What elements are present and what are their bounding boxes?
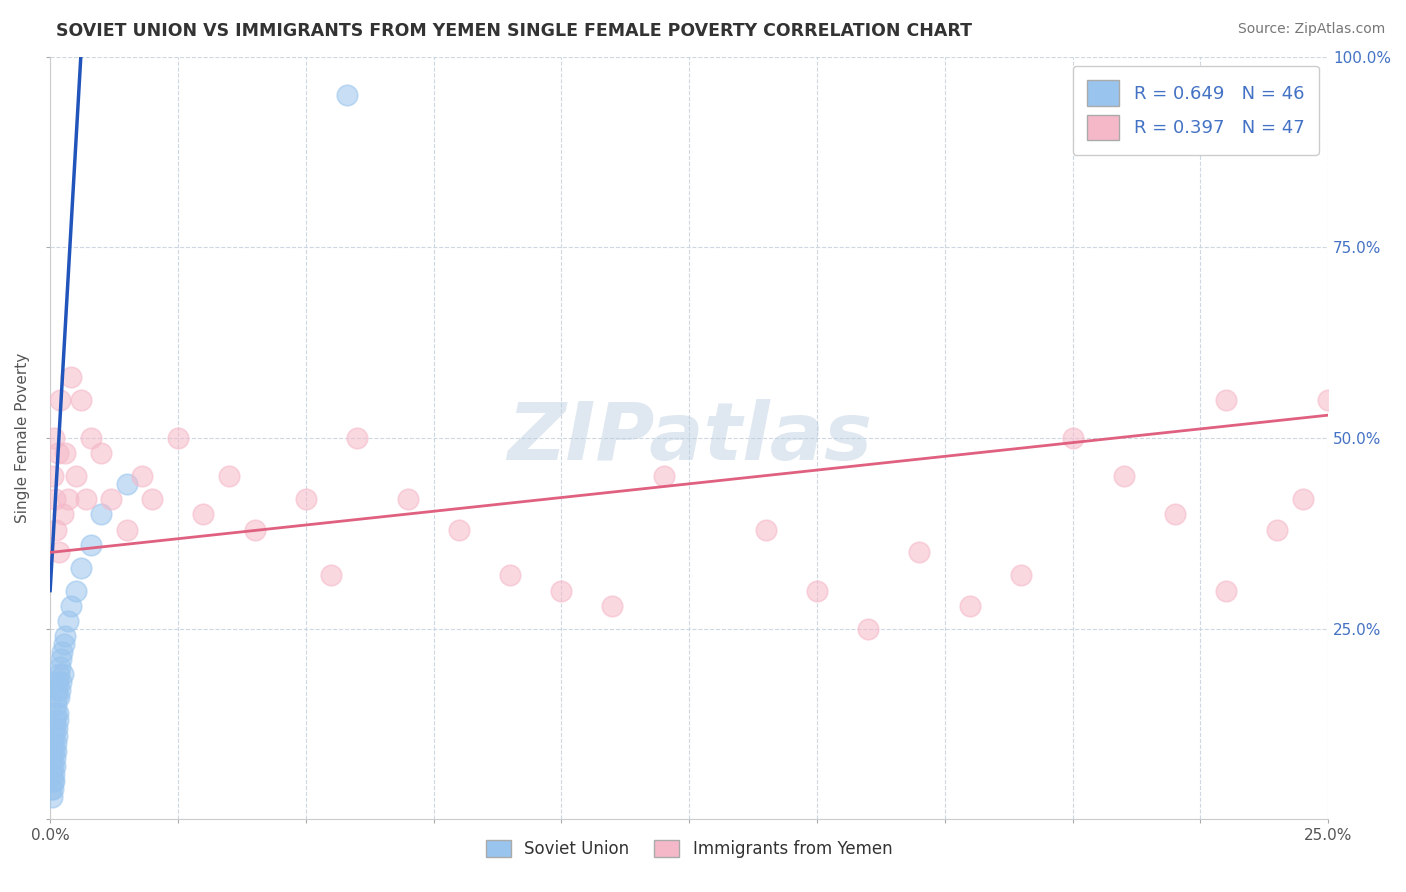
Point (44, 491, 66, 506)
Point (59, 370, 82, 384)
Point (243, 523, 266, 537)
Point (42, 744, 65, 758)
Point (49, 392, 72, 407)
Point (45, 744, 67, 758)
Point (39, 781, 62, 796)
Point (44, 751, 66, 765)
Text: Source: ZipAtlas.com: Source: ZipAtlas.com (1237, 22, 1385, 37)
Point (449, 523, 471, 537)
Point (44, 431, 66, 445)
Point (44, 721, 66, 735)
Text: SOVIET UNION VS IMMIGRANTS FROM YEMEN SINGLE FEMALE POVERTY CORRELATION CHART: SOVIET UNION VS IMMIGRANTS FROM YEMEN SI… (56, 22, 972, 40)
Point (69, 392, 91, 407)
Point (65, 583, 87, 598)
Point (69, 560, 91, 574)
Point (46, 713, 69, 727)
Point (652, 469, 675, 483)
Point (45, 736, 67, 750)
Point (51, 675, 73, 690)
Point (49, 682, 72, 697)
Point (396, 491, 419, 506)
Point (321, 568, 343, 582)
Point (602, 599, 624, 613)
Point (193, 508, 215, 522)
Point (1062, 431, 1084, 445)
Point (90, 446, 112, 460)
Point (42, 759, 65, 773)
Point (46, 675, 69, 690)
Point (65, 469, 87, 483)
Point (167, 431, 190, 445)
Point (46, 446, 69, 460)
Point (90, 508, 112, 522)
Point (100, 491, 122, 506)
Point (1112, 469, 1135, 483)
Point (41, 774, 63, 789)
Point (1164, 508, 1187, 522)
Point (56, 491, 79, 506)
Point (41, 736, 63, 750)
Point (55, 446, 77, 460)
Point (1317, 392, 1340, 407)
Point (41, 469, 63, 483)
Point (1291, 491, 1313, 506)
Point (42, 766, 65, 780)
Point (51, 645, 73, 659)
Point (755, 523, 778, 537)
Point (1215, 392, 1237, 407)
Point (80, 538, 103, 552)
Point (42, 781, 65, 796)
Point (48, 690, 70, 705)
Point (52, 637, 75, 651)
Point (44, 675, 66, 690)
Point (550, 583, 572, 598)
Point (45, 698, 67, 712)
Point (41, 789, 63, 804)
Point (75, 491, 97, 506)
Point (48, 545, 70, 559)
Point (44, 713, 66, 727)
Point (959, 599, 981, 613)
Point (115, 523, 138, 537)
Point (44, 759, 66, 773)
Point (49, 652, 72, 666)
Point (1010, 568, 1032, 582)
Point (141, 491, 163, 506)
Point (131, 469, 153, 483)
Point (499, 568, 522, 582)
Point (52, 667, 75, 681)
Point (44, 729, 66, 743)
Point (218, 469, 240, 483)
Point (46, 721, 69, 735)
Point (856, 622, 879, 636)
Point (49, 660, 72, 674)
Point (46, 682, 69, 697)
Point (41, 751, 63, 765)
Point (46, 706, 69, 720)
Legend: Soviet Union, Immigrants from Yemen: Soviet Union, Immigrants from Yemen (479, 833, 898, 864)
Point (56, 614, 79, 628)
Point (45, 729, 67, 743)
Point (45, 706, 67, 720)
Point (294, 491, 316, 506)
Point (908, 545, 931, 559)
Point (55, 629, 77, 643)
Point (45, 523, 67, 537)
Point (41, 766, 63, 780)
Point (45, 690, 67, 705)
Y-axis label: Single Female Poverty: Single Female Poverty (15, 353, 30, 524)
Point (1215, 583, 1237, 598)
Point (115, 476, 138, 491)
Point (80, 431, 103, 445)
Point (52, 508, 75, 522)
Point (48, 667, 70, 681)
Point (346, 431, 368, 445)
Point (44, 774, 66, 789)
Point (806, 583, 828, 598)
Text: ZIPatlas: ZIPatlas (506, 399, 872, 477)
Point (59, 599, 82, 613)
Point (1265, 523, 1288, 537)
Point (336, 87, 359, 102)
